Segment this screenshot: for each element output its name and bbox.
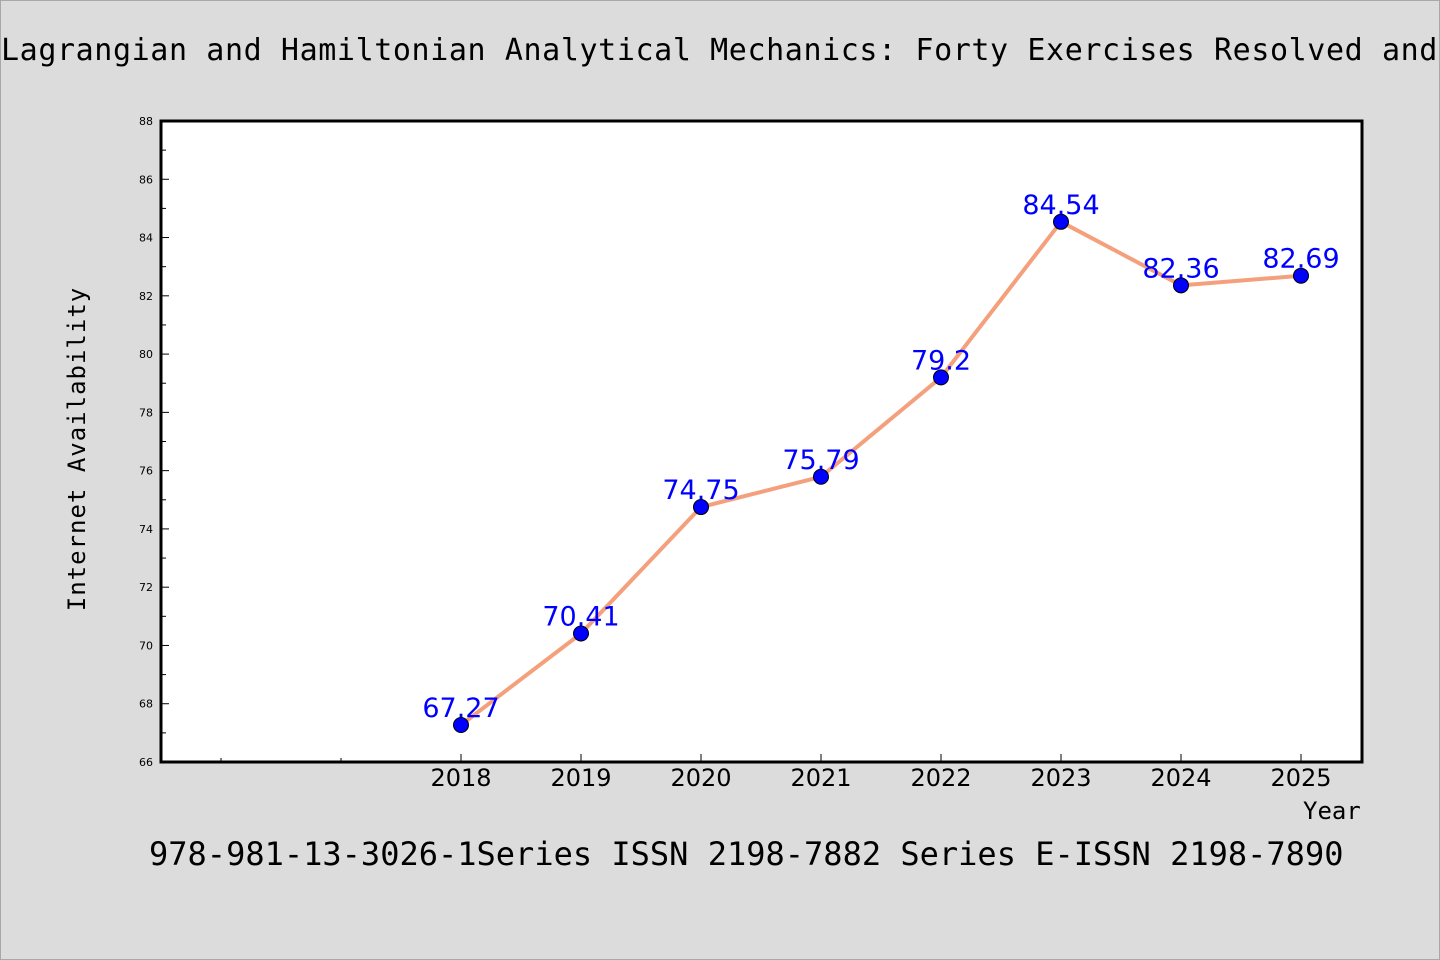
x-tick-label: 2024 bbox=[1150, 764, 1211, 792]
y-tick-label: 80 bbox=[139, 348, 153, 361]
data-point-marker bbox=[1293, 267, 1309, 284]
x-tick-label: 2023 bbox=[1030, 764, 1091, 792]
y-tick-label: 72 bbox=[139, 581, 153, 594]
data-label: 67.27 bbox=[422, 693, 499, 724]
x-tick-label: 2020 bbox=[670, 764, 731, 792]
data-point-marker bbox=[813, 468, 829, 485]
y-tick-label: 76 bbox=[139, 465, 153, 478]
y-tick-label: 84 bbox=[139, 232, 153, 245]
y-tick-label: 66 bbox=[139, 756, 153, 769]
y-tick-label: 82 bbox=[139, 290, 153, 303]
data-label: 82.69 bbox=[1262, 244, 1339, 275]
data-point-marker bbox=[1173, 277, 1189, 294]
y-axis-label: Internet Availability bbox=[63, 286, 91, 612]
y-tick-label: 86 bbox=[139, 173, 153, 186]
data-label: 74.75 bbox=[662, 475, 739, 506]
data-label: 75.79 bbox=[782, 445, 859, 476]
data-point-marker bbox=[1053, 213, 1069, 230]
data-point-marker bbox=[933, 369, 949, 386]
chart-title: Lagrangian and Hamiltonian Analytical Me… bbox=[1, 33, 1439, 68]
data-label: 82.36 bbox=[1142, 253, 1219, 284]
x-tick-label: 2025 bbox=[1270, 764, 1331, 792]
x-tick-label: 2021 bbox=[790, 764, 851, 792]
x-tick-label: 2018 bbox=[430, 764, 491, 792]
y-tick-label: 70 bbox=[139, 639, 153, 652]
data-label: 70.41 bbox=[542, 602, 619, 633]
plot-background bbox=[159, 119, 1364, 764]
x-axis-label: Year bbox=[1303, 797, 1361, 825]
data-label: 84.54 bbox=[1022, 190, 1099, 221]
x-axis-ticks: 2018 2019 2020 2021 2022 2023 2024 2025 bbox=[220, 754, 1332, 792]
data-label: 79.2 bbox=[911, 345, 971, 376]
y-tick-label: 68 bbox=[139, 698, 153, 711]
x-tick-label: 2019 bbox=[550, 764, 611, 792]
y-tick-label: 88 bbox=[139, 115, 153, 128]
x-tick-label: 2022 bbox=[910, 764, 971, 792]
isbn-footer: 978-981-13-3026-1Series ISSN 2198-7882 S… bbox=[149, 835, 1344, 873]
y-tick-label: 74 bbox=[139, 523, 153, 536]
series-line-group: 67.27 70.41 74.75 75.79 79.2 84.54 82.36 82.69 bbox=[422, 190, 1340, 733]
y-axis-ticks: 66 68 70 72 74 76 78 80 82 84 86 88 bbox=[139, 115, 169, 769]
data-point-marker bbox=[693, 499, 709, 516]
data-point-marker bbox=[573, 625, 589, 642]
data-point-marker bbox=[453, 716, 469, 733]
series-line bbox=[459, 219, 1303, 727]
y-tick-label: 78 bbox=[139, 406, 153, 419]
